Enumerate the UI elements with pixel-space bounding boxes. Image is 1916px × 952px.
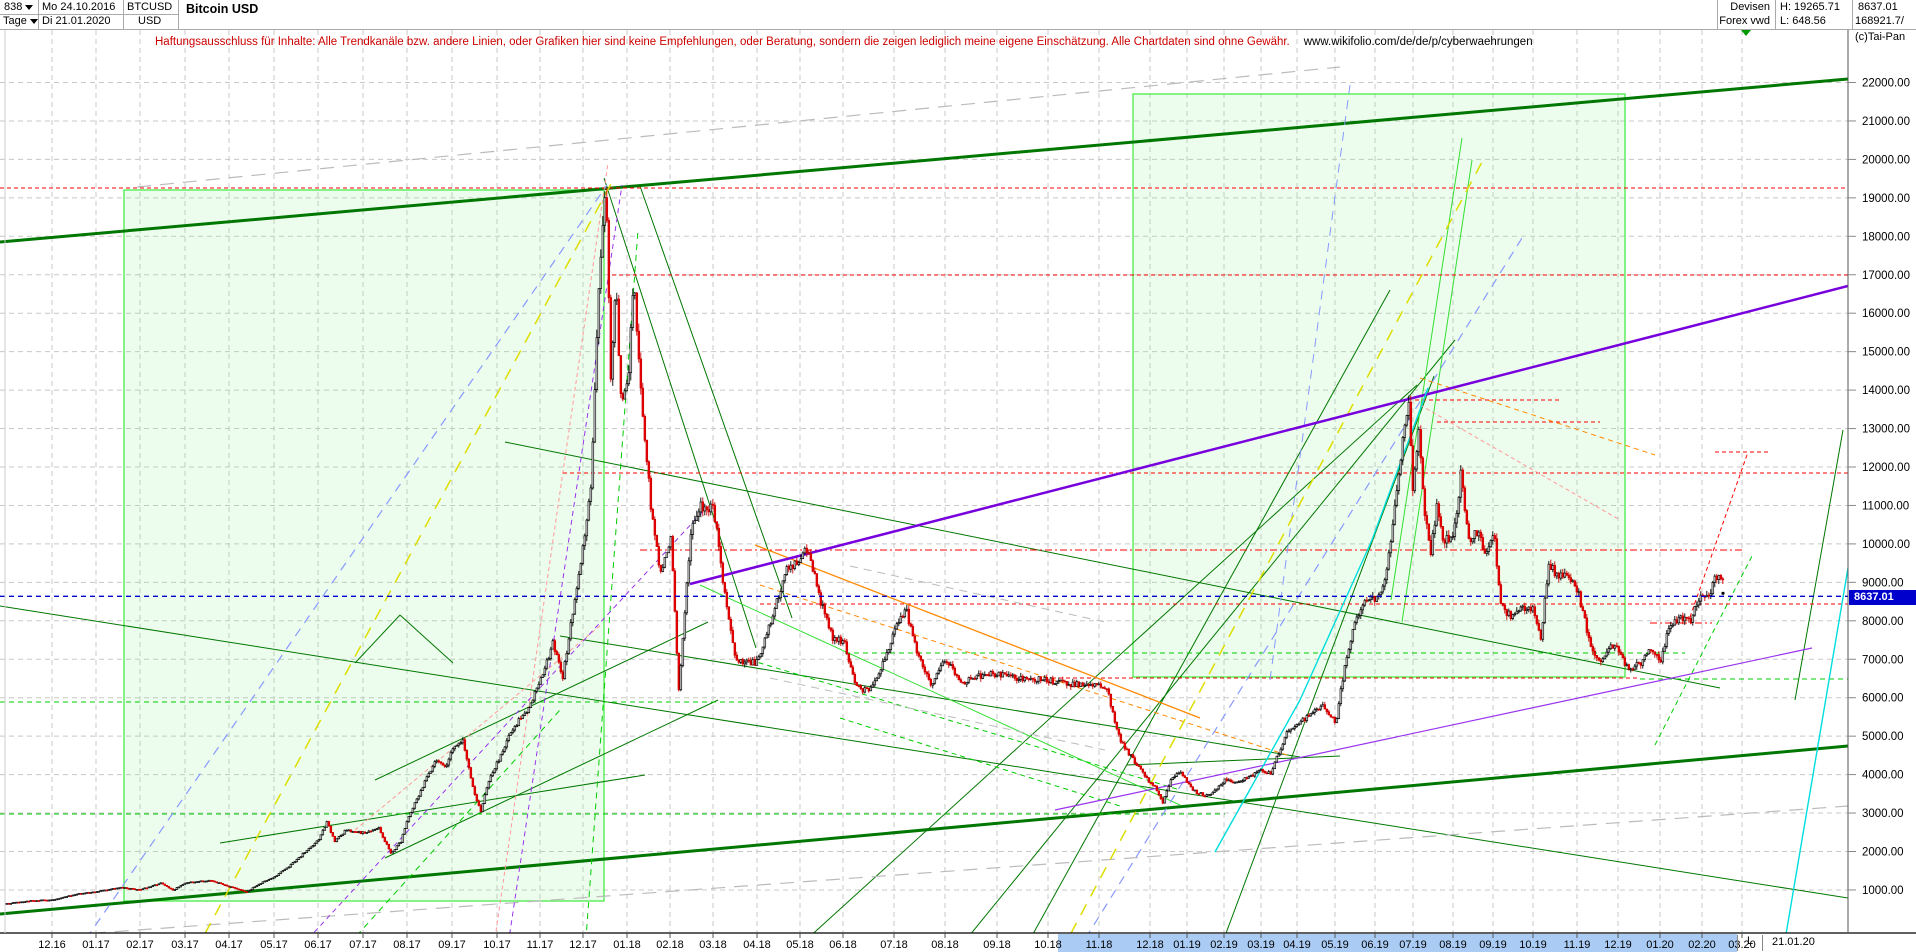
svg-text:10000.00: 10000.00 <box>1862 539 1910 551</box>
svg-text:11.19: 11.19 <box>1564 939 1591 951</box>
svg-text:8000.00: 8000.00 <box>1862 616 1904 628</box>
time-axis: 12.16 01.17 02.17 03.17 04.17 05.17 06.17 07.17… <box>38 933 1756 951</box>
svg-text:04.17: 04.17 <box>215 939 243 951</box>
period-dropdown[interactable]: Tage <box>3 15 38 27</box>
feed-name: Devisen <box>1730 1 1770 13</box>
svg-text:11.18: 11.18 <box>1086 939 1113 951</box>
page-title: Bitcoin USD <box>186 2 259 16</box>
svg-text:03.20: 03.20 <box>1728 939 1756 951</box>
svg-text:09.17: 09.17 <box>438 939 466 951</box>
svg-text:11.17: 11.17 <box>527 939 554 951</box>
svg-text:10.19: 10.19 <box>1519 939 1547 951</box>
svg-text:01.17: 01.17 <box>82 939 110 951</box>
svg-text:02.19: 02.19 <box>1210 939 1238 951</box>
svg-text:01.19: 01.19 <box>1173 939 1201 951</box>
svg-text:1000.00: 1000.00 <box>1862 885 1904 897</box>
svg-text:12.18: 12.18 <box>1136 939 1164 951</box>
chevron-down-icon <box>29 18 38 24</box>
disclaimer-text: Haftungsausschluss für Inhalte: Alle Tre… <box>155 36 1533 48</box>
disclaimer-url[interactable]: www.wikifolio.com/de/de/p/cyberwaehrunge… <box>1303 36 1533 48</box>
svg-text:05.18: 05.18 <box>786 939 814 951</box>
currency: USD <box>138 15 162 27</box>
date-from: Mo 24.10.2016 <box>42 1 116 13</box>
svg-text:07.17: 07.17 <box>349 939 377 951</box>
trend-boxes <box>123 93 1626 902</box>
svg-text:12.16: 12.16 <box>38 939 66 951</box>
svg-text:03.18: 03.18 <box>699 939 727 951</box>
svg-text:10.18: 10.18 <box>1034 939 1062 951</box>
svg-text:20000.00: 20000.00 <box>1862 154 1910 166</box>
svg-text:12.17: 12.17 <box>569 939 597 951</box>
period-high: H: 19265.71 <box>1780 1 1840 13</box>
selected-range-highlight[interactable] <box>1058 934 1737 952</box>
current-price-tag: 8637.01 <box>1849 590 1916 605</box>
svg-text:05.19: 05.19 <box>1321 939 1349 951</box>
price-axis: 1000.00 2000.00 3000.00 4000.00 5000.00 6000.… <box>1848 78 1910 897</box>
svg-text:6000.00: 6000.00 <box>1862 693 1904 705</box>
last-price: 8637.01 <box>1858 1 1898 13</box>
svg-text:05.17: 05.17 <box>260 939 288 951</box>
svg-text:12000.00: 12000.00 <box>1862 462 1910 474</box>
chevron-down-icon <box>25 4 34 10</box>
feed-source: Forex vwd <box>1719 15 1770 27</box>
bars-count-dropdown[interactable]: 838 <box>4 1 34 13</box>
svg-text:2000.00: 2000.00 <box>1862 847 1904 859</box>
svg-text:4000.00: 4000.00 <box>1862 770 1904 782</box>
svg-text:08.17: 08.17 <box>393 939 421 951</box>
last-bar-date: 21.01.20 <box>1772 936 1815 948</box>
svg-text:02.20: 02.20 <box>1688 939 1716 951</box>
svg-text:19000.00: 19000.00 <box>1862 193 1910 205</box>
candles <box>5 187 1725 905</box>
svg-text:22000.00: 22000.00 <box>1862 78 1910 90</box>
last-bar-marker: L <box>1737 935 1763 951</box>
svg-text:17000.00: 17000.00 <box>1862 270 1910 282</box>
svg-text:04.19: 04.19 <box>1283 939 1311 951</box>
svg-text:11000.00: 11000.00 <box>1862 500 1909 512</box>
svg-text:15000.00: 15000.00 <box>1862 347 1910 359</box>
svg-text:03.19: 03.19 <box>1247 939 1275 951</box>
svg-text:7000.00: 7000.00 <box>1862 654 1904 666</box>
svg-text:14000.00: 14000.00 <box>1862 385 1910 397</box>
svg-text:16000.00: 16000.00 <box>1862 308 1910 320</box>
svg-text:01.18: 01.18 <box>613 939 641 951</box>
svg-text:07.18: 07.18 <box>880 939 908 951</box>
svg-text:10.17: 10.17 <box>483 939 511 951</box>
svg-text:13000.00: 13000.00 <box>1862 424 1910 436</box>
svg-text:06.17: 06.17 <box>304 939 332 951</box>
svg-text:18000.00: 18000.00 <box>1862 231 1910 243</box>
svg-text:01.20: 01.20 <box>1646 939 1674 951</box>
svg-text:21000.00: 21000.00 <box>1862 116 1910 128</box>
svg-text:5000.00: 5000.00 <box>1862 731 1904 743</box>
svg-text:09.18: 09.18 <box>983 939 1011 951</box>
svg-text:06.18: 06.18 <box>829 939 857 951</box>
svg-text:3000.00: 3000.00 <box>1862 808 1904 820</box>
trend-zone-box <box>123 189 605 902</box>
svg-text:08.18: 08.18 <box>931 939 959 951</box>
trend-lines <box>0 66 1848 933</box>
svg-text:08.19: 08.19 <box>1439 939 1467 951</box>
svg-text:02.17: 02.17 <box>126 939 154 951</box>
svg-text:03.17: 03.17 <box>171 939 199 951</box>
volume: 168921.7/ <box>1855 15 1904 27</box>
svg-text:09.19: 09.19 <box>1479 939 1507 951</box>
svg-text:06.19: 06.19 <box>1361 939 1389 951</box>
feed-status-icon <box>1741 30 1751 36</box>
svg-text:9000.00: 9000.00 <box>1862 577 1904 589</box>
date-to: Di 21.01.2020 <box>42 15 111 27</box>
trend-zone-box <box>1132 93 1626 678</box>
svg-text:02.18: 02.18 <box>656 939 684 951</box>
svg-text:04.18: 04.18 <box>743 939 771 951</box>
svg-text:12.19: 12.19 <box>1604 939 1632 951</box>
symbol: BTCUSD <box>127 1 173 13</box>
copyright-label: (c)Tai-Pan <box>1855 31 1906 43</box>
svg-text:07.19: 07.19 <box>1399 939 1427 951</box>
period-low: L: 648.56 <box>1780 15 1826 27</box>
